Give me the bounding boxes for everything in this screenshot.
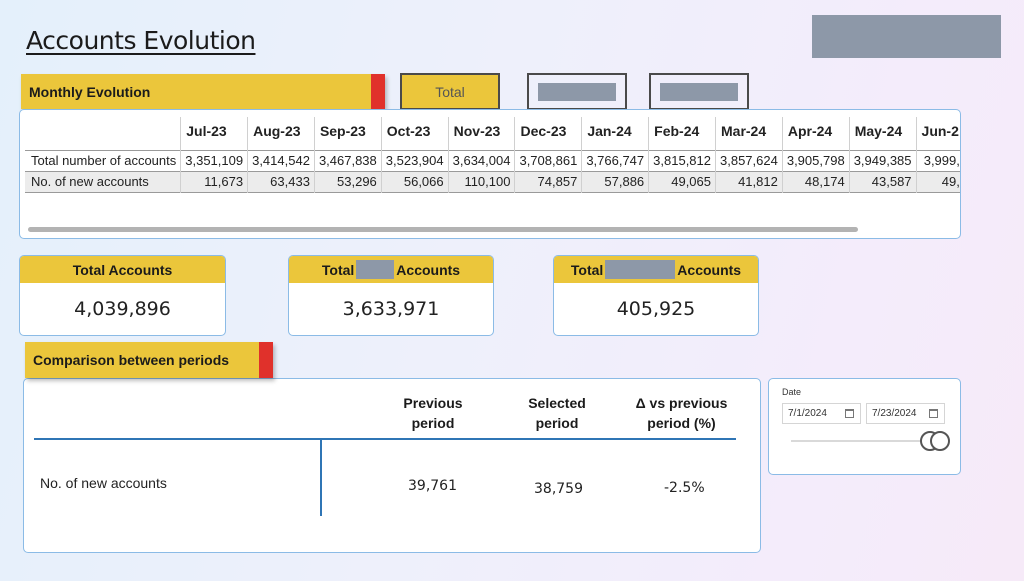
- redacted-filter-button-1[interactable]: [527, 73, 627, 110]
- redacted-filter-button-2[interactable]: [649, 73, 749, 110]
- date-label: Date: [782, 387, 802, 397]
- start-date-input[interactable]: 7/1/2024: [782, 403, 861, 424]
- end-date-value: 7/23/2024: [872, 408, 917, 419]
- kpi-value: 4,039,896: [74, 298, 171, 320]
- table-cell: 3,905,798: [781, 150, 850, 171]
- table-cell: 53,296: [313, 171, 382, 192]
- calendar-icon[interactable]: [929, 409, 938, 418]
- kpi-header: Total Accounts: [289, 256, 493, 283]
- total-button[interactable]: Total: [400, 73, 500, 110]
- horizontal-scrollbar[interactable]: [28, 227, 858, 232]
- row-label: No. of new accounts: [31, 174, 149, 189]
- redacted-text: [605, 260, 676, 279]
- selected-period-header: Selected period: [528, 395, 586, 431]
- table-cell: 3,815,812: [648, 150, 716, 171]
- table-cell: 3,999,: [915, 150, 960, 171]
- start-date-value: 7/1/2024: [788, 408, 827, 419]
- table-cell: 43,587: [848, 171, 917, 192]
- table-cell: 56,066: [380, 171, 449, 192]
- table-row: No. of new accounts 11,673 63,433 53,296 56,…: [25, 171, 960, 192]
- kpi-title-prefix: Total: [570, 261, 604, 278]
- comparison-banner: Comparison between periods: [25, 342, 273, 378]
- month-header: May-24: [848, 117, 917, 150]
- header-blank: [25, 117, 181, 150]
- date-slider-end-handle[interactable]: [930, 431, 950, 451]
- kpi-title-suffix: Accounts: [396, 261, 461, 278]
- table-cell: 63,433: [247, 171, 315, 192]
- redacted-label: [538, 82, 616, 101]
- month-header: Jul-23: [180, 117, 248, 150]
- redacted-text: [356, 260, 395, 279]
- table-cell: 3,949,385: [848, 150, 917, 171]
- redacted-logo: [812, 15, 1001, 58]
- table-cell: 3,467,838: [313, 150, 382, 171]
- banner-accent: [371, 74, 385, 109]
- table-cell: 3,634,004: [447, 150, 515, 171]
- month-header: Feb-24: [648, 117, 716, 150]
- previous-value: 39,761: [408, 478, 457, 494]
- table-cell: 3,857,624: [715, 150, 783, 171]
- banner-accent: [259, 342, 273, 378]
- kpi-value: 405,925: [616, 298, 696, 320]
- table-cell: 48,174: [781, 171, 850, 192]
- table-cell: 74,857: [514, 171, 582, 192]
- table-cell: 110,100: [447, 171, 515, 192]
- month-header: Dec-23: [514, 117, 582, 150]
- kpi-title-suffix: Accounts: [677, 261, 742, 278]
- kpi-title: Total Accounts: [72, 261, 173, 278]
- table-cell: 49,: [915, 171, 960, 192]
- delta-header: Δ vs previous period (%): [635, 395, 728, 431]
- table-cell: 3,351,109: [180, 150, 248, 171]
- monthly-evolution-title: Monthly Evolution: [29, 83, 151, 100]
- comparison-title: Comparison between periods: [33, 352, 230, 368]
- row-label: Total number of accounts: [31, 153, 177, 168]
- table-cell: 57,886: [581, 171, 649, 192]
- monthly-evolution-banner: Monthly Evolution: [21, 74, 385, 109]
- kpi-third-accounts: Total Accounts 405,925: [553, 255, 759, 336]
- month-header: Mar-24: [715, 117, 783, 150]
- kpi-second-accounts: Total Accounts 3,633,971: [288, 255, 494, 336]
- kpi-header: Total Accounts: [554, 256, 758, 283]
- table-cell: 3,523,904: [380, 150, 449, 171]
- table-cell: 3,708,861: [514, 150, 582, 171]
- header-divider: [34, 438, 736, 440]
- column-divider: [320, 440, 322, 516]
- kpi-value: 3,633,971: [342, 298, 440, 320]
- redacted-label: [660, 82, 738, 101]
- table-header-row: Jul-23 Aug-23 Sep-23 Oct-23 Nov-23 Dec-23 Jan-…: [25, 117, 960, 150]
- table-cell: 41,812: [715, 171, 783, 192]
- month-header: Aug-23: [247, 117, 315, 150]
- table-cell: 11,673: [180, 171, 248, 192]
- table-cell: 3,766,747: [581, 150, 649, 171]
- selected-value: 38,759: [534, 481, 583, 497]
- page-title: Accounts Evolution: [26, 26, 256, 55]
- date-slicer: Date 7/1/2024 7/23/2024: [768, 378, 961, 475]
- kpi-total-accounts: Total Accounts 4,039,896: [19, 255, 226, 336]
- date-slider-track[interactable]: [791, 440, 946, 442]
- previous-period-header: Previous period: [403, 395, 463, 431]
- month-header: Sep-23: [313, 117, 382, 150]
- month-header: Oct-23: [380, 117, 449, 150]
- kpi-header: Total Accounts: [20, 256, 225, 283]
- table-cell: 49,065: [648, 171, 716, 192]
- monthly-table-card: Jul-23 Aug-23 Sep-23 Oct-23 Nov-23 Dec-23 Jan-…: [19, 109, 961, 239]
- calendar-icon[interactable]: [845, 409, 854, 418]
- month-header: Jun-2: [915, 117, 960, 150]
- month-header: Jan-24: [581, 117, 649, 150]
- monthly-table: Jul-23 Aug-23 Sep-23 Oct-23 Nov-23 Dec-23 Jan-…: [25, 117, 960, 193]
- row-label: No. of new accounts: [40, 475, 167, 491]
- month-header: Apr-24: [781, 117, 850, 150]
- table-cell: 3,414,542: [247, 150, 315, 171]
- table-row: Total number of accounts 3,351,109 3,414,5…: [25, 150, 960, 171]
- comparison-card: Previous period Selected period Δ vs pre…: [23, 378, 761, 553]
- end-date-input[interactable]: 7/23/2024: [866, 403, 945, 424]
- kpi-title-prefix: Total: [321, 261, 355, 278]
- month-header: Nov-23: [447, 117, 515, 150]
- delta-value: -2.5%: [664, 480, 705, 496]
